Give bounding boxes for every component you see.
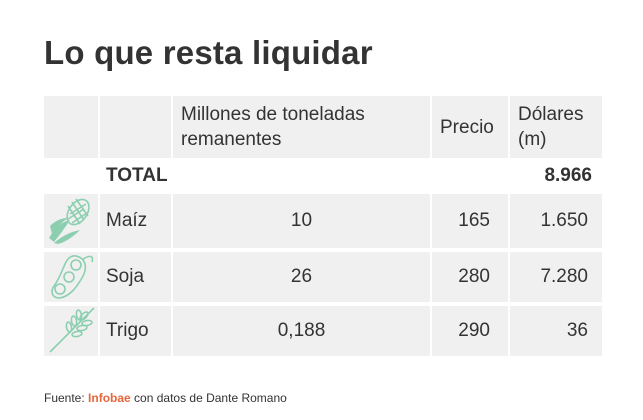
- soybean-icon: [44, 248, 100, 302]
- crop-usd: 1.650: [510, 194, 602, 248]
- crop-price: 290: [432, 302, 510, 356]
- crop-name: Trigo: [100, 302, 173, 356]
- total-row: TOTAL 8.966: [44, 158, 602, 194]
- wheat-icon: [44, 302, 100, 356]
- liquidation-table: Millones de toneladas remanentes Precio …: [44, 96, 602, 356]
- header-price: Precio: [432, 96, 510, 158]
- crop-price: 280: [432, 248, 510, 302]
- source-prefix: Fuente:: [44, 391, 89, 405]
- table-row: Trigo 0,188 290 36: [44, 302, 602, 356]
- header-name-cell: [100, 96, 173, 158]
- source-suffix: con datos de Dante Romano: [130, 391, 287, 405]
- crop-name: Soja: [100, 248, 173, 302]
- header-usd: Dólares (m): [510, 96, 602, 158]
- crop-quantity: 10: [173, 194, 432, 248]
- total-usd: 8.966: [544, 165, 592, 186]
- table-row: Soja 26 280 7.280: [44, 248, 602, 302]
- header-quantity: Millones de toneladas remanentes: [173, 96, 432, 158]
- header-icon-cell: [44, 96, 100, 158]
- crop-usd: 7.280: [510, 248, 602, 302]
- page-title: Lo que resta liquidar: [44, 34, 373, 71]
- crop-quantity: 26: [173, 248, 432, 302]
- total-label: TOTAL: [106, 165, 168, 186]
- table-header-row: Millones de toneladas remanentes Precio …: [44, 96, 602, 158]
- crop-quantity: 0,188: [173, 302, 432, 356]
- source-brand: Infobae: [88, 391, 131, 405]
- crop-name: Maíz: [100, 194, 173, 248]
- table-row: Maíz 10 165 1.650: [44, 194, 602, 248]
- corn-icon: [44, 194, 100, 248]
- source-footer: Fuente: Infobae con datos de Dante Roman…: [44, 391, 287, 405]
- crop-usd: 36: [510, 302, 602, 356]
- crop-price: 165: [432, 194, 510, 248]
